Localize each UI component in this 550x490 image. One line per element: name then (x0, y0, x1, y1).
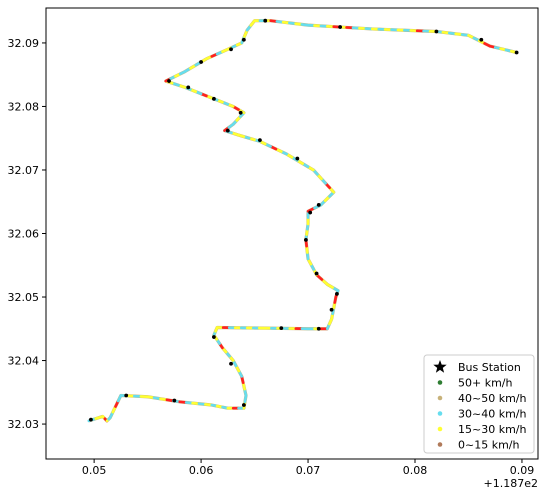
y-tick-label: 32.09 (8, 37, 40, 50)
legend-marker-dot (437, 395, 443, 401)
bus-station-point (304, 237, 308, 242)
bus-station-point (295, 156, 300, 161)
y-tick-label: 32.04 (8, 355, 40, 368)
legend-label: 50+ km/h (458, 377, 513, 390)
bus-station-point (241, 403, 246, 407)
axes-layer: 0.05 0.06 0.07 0.08 0.09 32.03 32.04 32.05 32.06… (8, 37, 535, 477)
x-offset-label: +1.187e2 (484, 477, 538, 490)
legend: Bus Station 50+ km/h 40~50 km/h 30~40 km/h 1… (423, 354, 535, 454)
bus-station-point (241, 37, 246, 42)
y-tick-label: 32.08 (8, 100, 40, 113)
bus-station-point (186, 85, 191, 90)
legend-label: 40~50 km/h (458, 392, 526, 405)
bus-station-point (229, 361, 233, 366)
legend-marker-dot (437, 442, 443, 447)
bus-station-point (479, 37, 484, 42)
bus-station-point (199, 60, 203, 64)
bus-station-point (335, 291, 339, 296)
legend-label: 30~40 km/h (458, 408, 526, 421)
bus-station-point (172, 398, 177, 403)
bus-station-point (229, 47, 233, 52)
bus-station-point (89, 417, 93, 422)
y-tick-label: 32.05 (8, 291, 40, 304)
bus-station-point (212, 335, 216, 339)
bus-station-point (258, 138, 262, 143)
legend-marker-star-icon (433, 360, 447, 373)
bus-station-point (308, 210, 313, 215)
bus-station-point (316, 326, 321, 331)
x-tick-label: 0.09 (510, 464, 535, 477)
bus-station-point (514, 50, 519, 55)
bus-station-point (279, 326, 284, 331)
bus-station-point (329, 307, 334, 312)
bus-station-point (212, 96, 216, 101)
plot-layer (87, 18, 519, 423)
legend-label: 0~15 km/h (458, 439, 520, 452)
bus-station-point (316, 203, 321, 207)
legend-label: 15~30 km/h (458, 423, 526, 436)
bus-station-point (124, 393, 129, 398)
legend-marker-dot (437, 411, 443, 416)
x-tick-label: 0.07 (296, 464, 321, 477)
bus-station-point (225, 128, 230, 133)
bus-station-point (434, 29, 439, 34)
legend-label: Bus Station (458, 361, 521, 374)
legend-box (423, 354, 535, 454)
bus-station-point (263, 18, 268, 23)
legend-marker-dot (437, 380, 443, 385)
x-tick-label: 0.08 (403, 464, 428, 477)
bus-station-point (238, 110, 243, 115)
bus-station-point (314, 271, 319, 276)
x-tick-label: 0.06 (189, 464, 214, 477)
legend-marker-dot (437, 426, 443, 432)
x-tick-label: 0.05 (82, 464, 107, 477)
bus-station-point (167, 79, 171, 83)
y-tick-label: 32.06 (8, 228, 40, 241)
y-tick-label: 32.03 (8, 418, 40, 431)
y-tick-label: 32.07 (8, 164, 40, 177)
bus-station-point (338, 25, 343, 29)
